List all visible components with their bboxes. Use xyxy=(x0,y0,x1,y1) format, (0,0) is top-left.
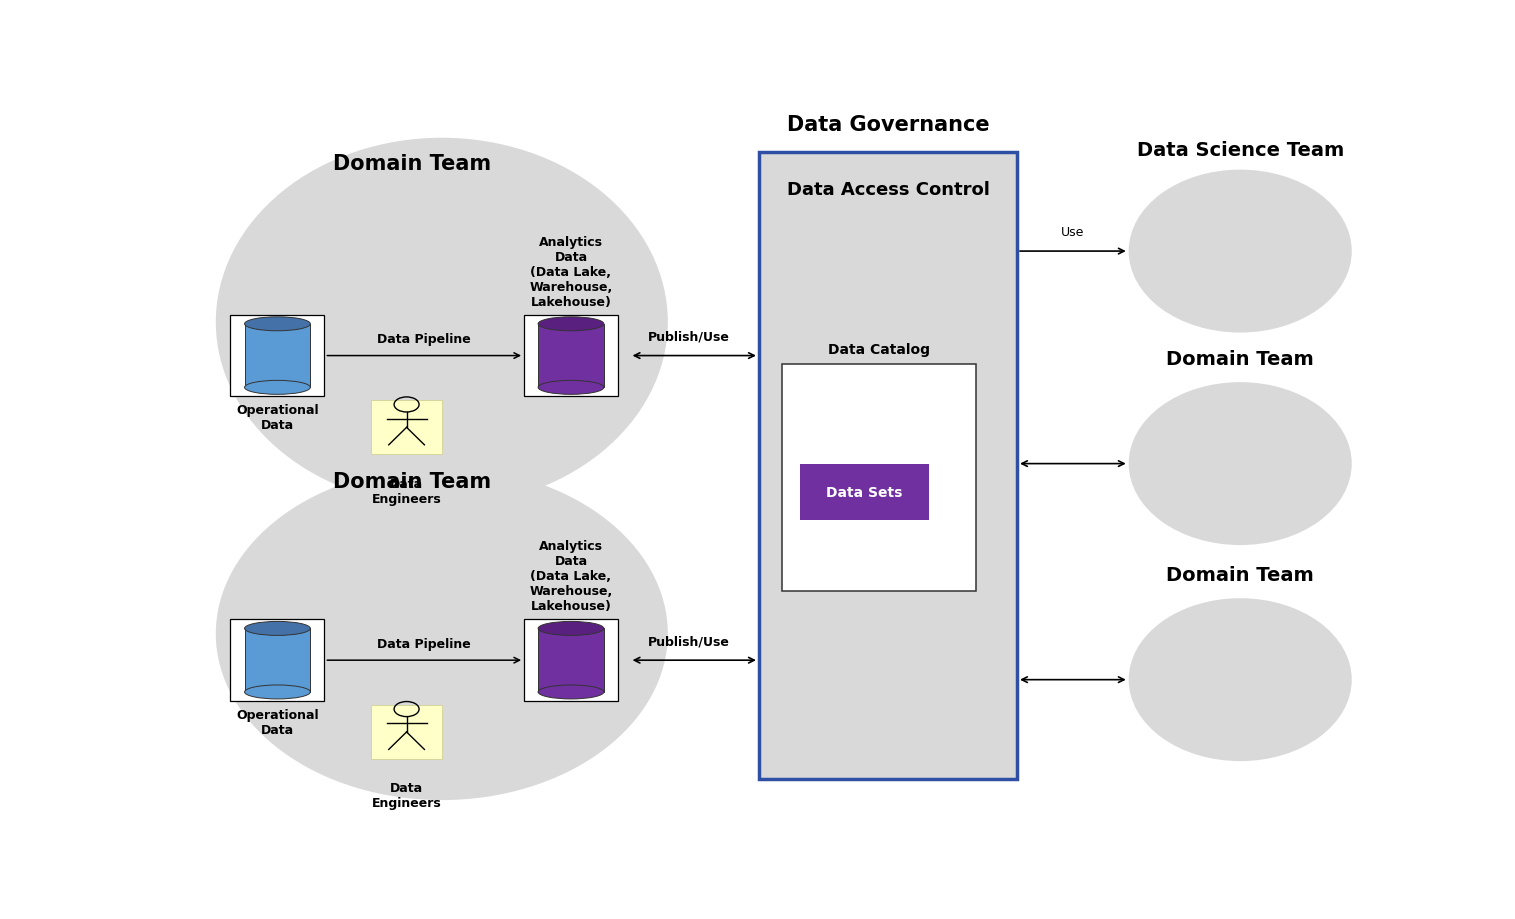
Text: Analytics
Data
(Data Lake,
Warehouse,
Lakehouse): Analytics Data (Data Lake, Warehouse, La… xyxy=(529,235,612,309)
Text: Domain Team: Domain Team xyxy=(1167,565,1314,584)
Ellipse shape xyxy=(538,317,604,332)
Text: Domain Team: Domain Team xyxy=(333,471,491,492)
Text: Domain Team: Domain Team xyxy=(1167,349,1314,369)
Text: Data Access Control: Data Access Control xyxy=(786,181,989,199)
Text: Publish/Use: Publish/Use xyxy=(647,331,729,344)
Ellipse shape xyxy=(538,686,604,699)
Text: Data
Engineers: Data Engineers xyxy=(371,781,441,810)
Ellipse shape xyxy=(1129,170,1351,334)
Text: Use: Use xyxy=(1060,226,1085,239)
Text: Data Pipeline: Data Pipeline xyxy=(377,333,471,346)
Bar xyxy=(230,315,324,397)
Bar xyxy=(371,401,442,455)
Ellipse shape xyxy=(538,622,604,636)
Bar xyxy=(538,324,604,388)
Bar xyxy=(371,705,442,759)
Bar xyxy=(230,619,324,701)
Bar xyxy=(759,153,1017,779)
Ellipse shape xyxy=(215,468,668,800)
Text: Operational
Data: Operational Data xyxy=(236,404,318,432)
Ellipse shape xyxy=(538,381,604,395)
Bar xyxy=(782,365,976,592)
Text: Data Pipeline: Data Pipeline xyxy=(377,637,471,650)
Text: Analytics
Data
(Data Lake,
Warehouse,
Lakehouse): Analytics Data (Data Lake, Warehouse, La… xyxy=(529,539,612,613)
Bar xyxy=(244,629,311,692)
Bar xyxy=(538,629,604,692)
Text: Data Catalog: Data Catalog xyxy=(829,343,930,357)
Text: Data Sets: Data Sets xyxy=(826,485,903,499)
Ellipse shape xyxy=(1129,382,1351,546)
Text: Operational
Data: Operational Data xyxy=(236,709,318,736)
Bar xyxy=(524,315,618,397)
Ellipse shape xyxy=(1129,598,1351,761)
Bar xyxy=(244,324,311,388)
Ellipse shape xyxy=(244,381,311,395)
Ellipse shape xyxy=(244,317,311,332)
Text: Domain Team: Domain Team xyxy=(333,153,491,174)
Text: Data Governance: Data Governance xyxy=(786,115,989,135)
Text: Data Science Team: Data Science Team xyxy=(1136,141,1344,160)
Bar xyxy=(524,619,618,701)
Text: Data
Engineers: Data Engineers xyxy=(371,477,441,505)
Text: Publish/Use: Publish/Use xyxy=(647,635,729,648)
Bar xyxy=(800,464,929,521)
Ellipse shape xyxy=(244,686,311,699)
Ellipse shape xyxy=(244,622,311,636)
Ellipse shape xyxy=(215,139,668,506)
